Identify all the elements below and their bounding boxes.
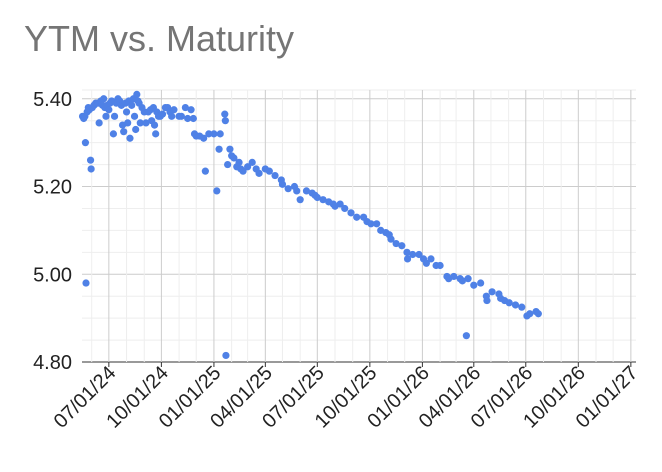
data-point	[142, 119, 150, 127]
data-point	[187, 106, 195, 114]
data-point	[181, 103, 189, 112]
data-point	[150, 121, 159, 129]
data-point	[122, 108, 131, 116]
data-point	[403, 248, 411, 256]
data-point	[95, 119, 103, 127]
data-point	[296, 196, 304, 204]
data-point	[367, 220, 375, 228]
data-point	[505, 299, 513, 307]
data-point	[210, 130, 218, 138]
data-point	[222, 351, 230, 360]
data-point	[230, 154, 238, 162]
data-point	[526, 310, 534, 318]
y-tick-label: 5.20	[33, 177, 72, 199]
data-point	[265, 167, 273, 175]
data-point	[87, 165, 95, 173]
data-point	[133, 90, 141, 98]
data-point	[124, 119, 132, 127]
data-point	[336, 200, 344, 208]
data-point	[470, 281, 478, 289]
data-point	[398, 242, 406, 250]
data-point	[427, 255, 435, 263]
data-point	[184, 114, 192, 123]
data-point	[477, 279, 485, 287]
data-point	[341, 204, 349, 213]
data-point	[201, 167, 209, 175]
data-point	[415, 250, 423, 259]
data-point	[347, 209, 355, 217]
data-point	[221, 117, 229, 125]
data-point	[170, 106, 178, 114]
data-point	[409, 250, 417, 259]
data-point	[248, 158, 256, 166]
data-point	[216, 130, 224, 138]
data-point	[278, 180, 287, 188]
data-point	[462, 332, 470, 340]
data-point	[319, 196, 327, 204]
data-point	[518, 303, 526, 311]
data-point	[177, 112, 185, 120]
y-axis: 4.80 5.00 5.20 5.40	[33, 89, 72, 374]
data-point	[313, 193, 321, 202]
data-point	[235, 158, 243, 166]
data-point	[450, 272, 458, 281]
data-point	[128, 101, 136, 109]
data-point	[205, 130, 213, 138]
data-point	[464, 275, 472, 283]
y-tick-label: 5.40	[33, 89, 72, 111]
data-point	[109, 130, 118, 138]
x-axis: 07/01/2410/01/2401/01/2504/01/2507/01/25…	[50, 362, 643, 433]
data-point	[100, 95, 108, 103]
data-point	[387, 235, 395, 243]
data-point	[126, 134, 134, 142]
data-point	[226, 145, 234, 153]
gridlines	[82, 89, 636, 363]
data-point	[458, 277, 466, 285]
data-point	[239, 167, 247, 175]
data-point	[255, 169, 263, 177]
data-point	[102, 112, 110, 120]
data-point	[215, 145, 223, 153]
data-points	[78, 90, 542, 360]
y-tick-label: 5.00	[33, 264, 72, 286]
data-point	[488, 288, 496, 296]
data-point	[189, 114, 197, 123]
data-point	[224, 160, 232, 169]
y-tick-label: 4.80	[33, 352, 72, 374]
data-point	[221, 110, 229, 118]
data-point	[213, 187, 221, 195]
data-point	[132, 125, 140, 134]
data-point	[158, 110, 167, 118]
data-point	[353, 213, 361, 221]
data-point	[168, 112, 176, 120]
data-point	[302, 187, 311, 195]
data-point	[436, 261, 444, 270]
data-point	[136, 119, 144, 127]
data-point	[81, 139, 90, 147]
data-point	[105, 106, 113, 114]
data-point	[110, 112, 119, 120]
data-point	[82, 279, 90, 287]
data-point	[422, 259, 430, 267]
data-point	[152, 130, 160, 138]
data-point	[200, 134, 208, 142]
data-point	[392, 239, 400, 248]
data-point	[483, 296, 491, 305]
data-point	[284, 185, 292, 193]
data-point	[130, 112, 139, 120]
data-point	[244, 163, 252, 171]
chart-title: YTM vs. Maturity	[24, 18, 295, 59]
data-point	[293, 187, 301, 195]
data-point	[403, 255, 412, 263]
data-point	[120, 128, 128, 136]
data-point	[534, 310, 542, 318]
data-point	[373, 220, 381, 228]
data-point	[86, 156, 95, 164]
data-point	[511, 301, 520, 309]
data-point	[271, 171, 279, 180]
